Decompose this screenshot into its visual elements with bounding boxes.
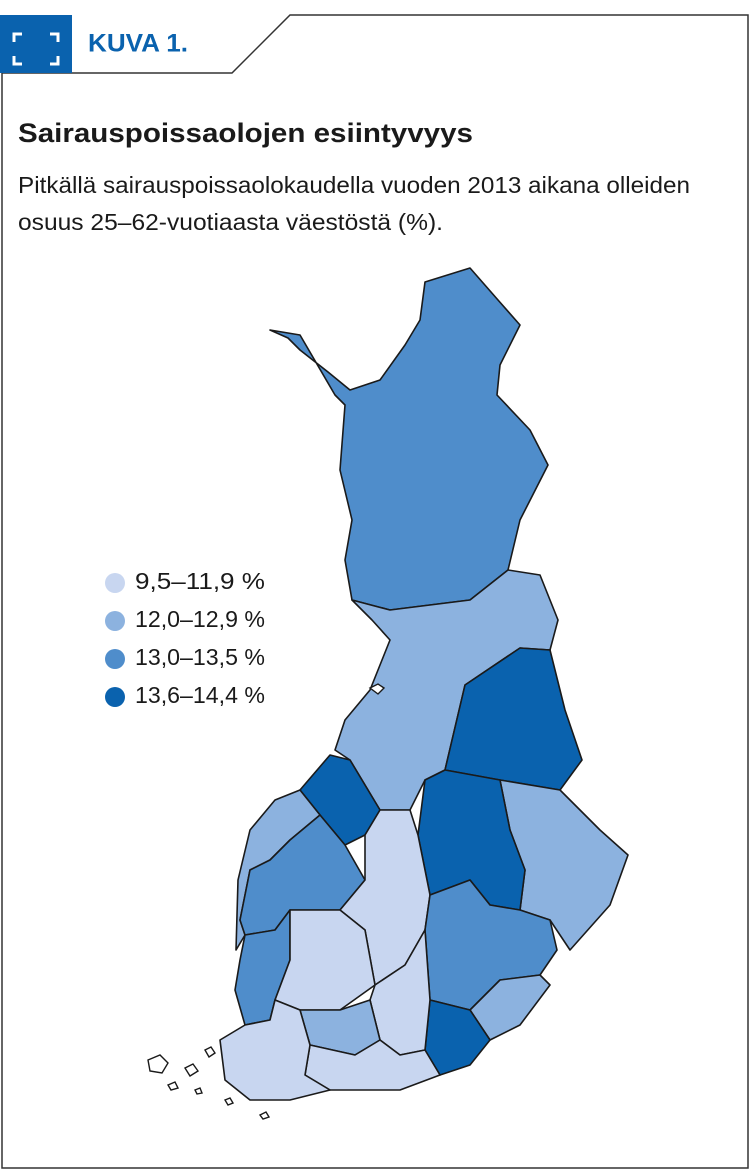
bracket-icon — [12, 32, 60, 66]
legend-swatch — [105, 611, 125, 631]
subtitle-line: Pitkällä sairauspoissaolokaudella vuoden… — [18, 172, 690, 198]
islands — [147, 683, 386, 1120]
legend: 9,5–11,9 % 12,0–12,9 % 13,0–13,5 % 13,6–14,… — [105, 568, 265, 708]
legend-label: 12,0–12,9 % — [135, 606, 265, 632]
legend-swatch — [105, 649, 125, 669]
legend-label: 9,5–11,9 % — [135, 568, 265, 594]
legend-swatch — [105, 573, 125, 593]
legend-swatch — [105, 687, 125, 707]
title: Sairauspoissaolojen esiintyvyys — [18, 118, 473, 148]
header-label: KUVA 1. — [88, 30, 188, 58]
subtitle-line: osuus 25–62-vuotiaasta väestöstä (%). — [18, 209, 443, 235]
region — [269, 267, 549, 611]
map — [147, 267, 629, 1120]
region — [274, 909, 376, 1011]
region — [219, 999, 331, 1101]
legend-label: 13,6–14,4 % — [135, 682, 265, 708]
legend-label: 13,0–13,5 % — [135, 644, 265, 670]
header-badge — [0, 15, 72, 73]
